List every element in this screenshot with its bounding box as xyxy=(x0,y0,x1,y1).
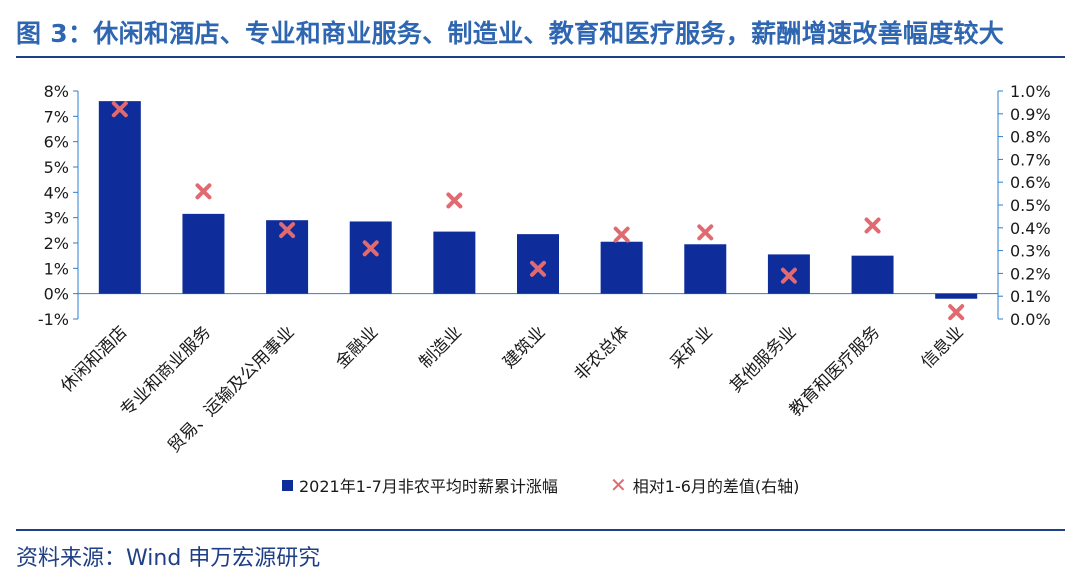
diff-marker xyxy=(697,224,714,241)
left-axis-tick-label: 1% xyxy=(44,259,69,278)
diff-marker xyxy=(530,260,546,277)
title-divider xyxy=(16,56,1065,58)
left-axis-tick-label: 8% xyxy=(44,82,69,101)
right-axis-tick-label: 0.0% xyxy=(1010,310,1051,329)
category-label: 其他服务业 xyxy=(726,322,800,396)
right-axis-tick-label: 1.0% xyxy=(1010,82,1051,101)
chart: -1% 0% 1% 2% 3% 4% 5% 6% 7% 8% 0.0% 0.1% 0.2% 0.3% 0.4… xyxy=(38,82,1051,457)
footer-divider xyxy=(16,529,1065,531)
diff-marker xyxy=(948,304,965,321)
legend-x-marker-icon: ✕ xyxy=(610,473,627,497)
right-axis-tick-label: 0.4% xyxy=(1010,219,1051,238)
diff-marker xyxy=(195,183,212,200)
category-label: 采矿业 xyxy=(667,322,717,372)
legend-bar-swatch xyxy=(282,479,293,491)
left-axis-tick-label: 4% xyxy=(44,183,69,202)
category-label: 制造业 xyxy=(416,322,466,372)
diff-marker xyxy=(446,192,463,209)
category-label: 休闲和酒店 xyxy=(57,322,131,396)
bar xyxy=(851,255,894,294)
left-axis-tick-label: 0% xyxy=(44,285,69,304)
diff-marker xyxy=(362,240,379,257)
bar xyxy=(98,101,141,294)
diff-marker xyxy=(780,267,797,284)
right-axis-tick-label: 0.8% xyxy=(1010,128,1051,147)
category-label: 信息业 xyxy=(918,322,968,372)
right-axis-tick-label: 0.1% xyxy=(1010,287,1051,306)
bar xyxy=(600,241,643,294)
legend-item-bar: 2021年1-7月非农平均时薪累计涨幅 xyxy=(282,473,558,497)
legend: 2021年1-7月非农平均时薪累计涨幅 ✕ 相对1-6月的差值(右轴) xyxy=(0,473,1080,497)
bar xyxy=(517,234,559,294)
left-axis-tick-label: 7% xyxy=(44,107,69,126)
diff-marker xyxy=(864,217,881,234)
left-axis-tick-label: 6% xyxy=(44,133,69,152)
legend-bar-label: 2021年1-7月非农平均时薪累计涨幅 xyxy=(299,477,558,496)
category-label: 建筑业 xyxy=(499,322,549,372)
bar xyxy=(433,231,476,294)
legend-marker-label: 相对1-6月的差值(右轴) xyxy=(632,477,800,496)
right-axis-tick-label: 0.6% xyxy=(1010,173,1051,192)
right-axis-tick-label: 0.7% xyxy=(1010,150,1051,169)
source-note: 资料来源：Wind 申万宏源研究 xyxy=(16,546,321,571)
right-axis-tick-label: 0.9% xyxy=(1010,105,1051,124)
right-axis-tick-label: 0.3% xyxy=(1010,242,1051,261)
right-axis-tick-label: 0.2% xyxy=(1010,264,1051,283)
left-axis-tick-label: 3% xyxy=(44,209,69,228)
diff-marker xyxy=(111,101,128,118)
chart-title: 图 3：休闲和酒店、专业和商业服务、制造业、教育和医疗服务，薪酬增速改善幅度较大 xyxy=(16,19,1005,48)
bar xyxy=(935,293,978,299)
diff-marker xyxy=(279,222,296,239)
bar xyxy=(684,244,727,294)
diff-marker xyxy=(613,226,630,243)
right-axis-tick-label: 0.5% xyxy=(1010,196,1051,215)
left-axis-tick-label: -1% xyxy=(38,310,69,329)
left-axis-tick-label: 5% xyxy=(44,158,69,177)
category-label: 教育和医疗服务 xyxy=(786,322,884,420)
left-axis-tick-label: 2% xyxy=(44,234,69,253)
legend-item-marker: ✕ 相对1-6月的差值(右轴) xyxy=(610,473,799,497)
category-label: 金融业 xyxy=(332,322,382,372)
bar xyxy=(349,221,392,294)
bar xyxy=(182,213,225,294)
category-label: 非农总体 xyxy=(571,322,633,384)
